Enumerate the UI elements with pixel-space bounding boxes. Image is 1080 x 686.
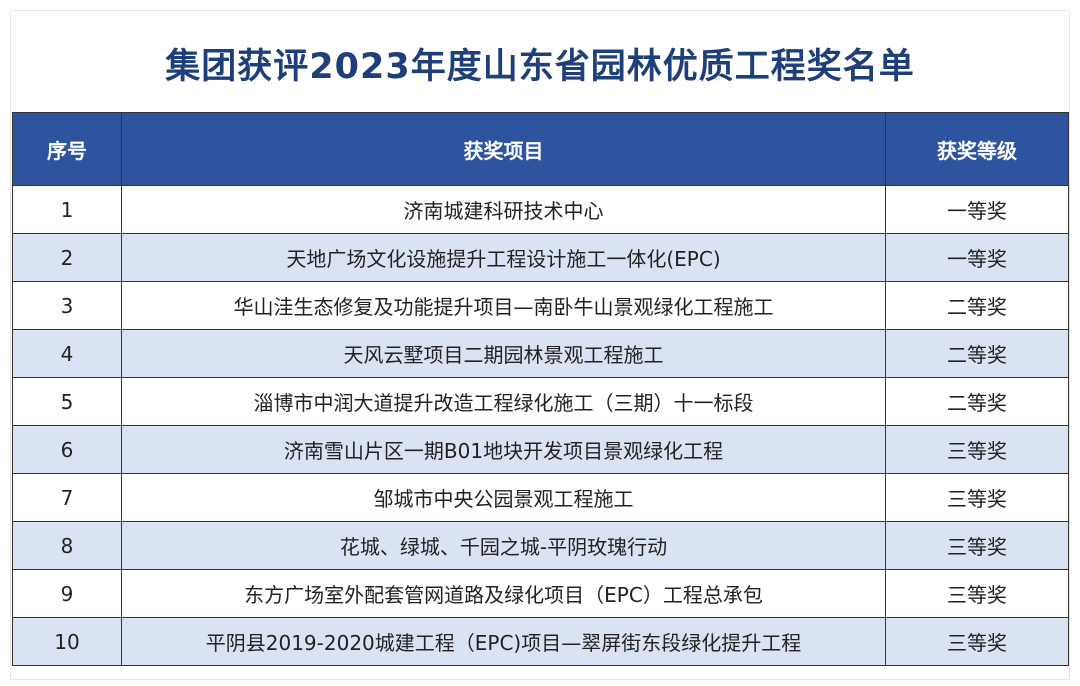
table-row: 6 济南雪山片区一期B01地块开发项目景观绿化工程 三等奖 [12, 425, 1069, 474]
cell-number: 10 [12, 617, 122, 666]
table-row: 5 淄博市中润大道提升改造工程绿化施工（三期）十一标段 二等奖 [12, 377, 1069, 426]
page-frame [10, 10, 1070, 680]
column-header-level: 获奖等级 [885, 112, 1069, 186]
cell-number: 4 [12, 329, 122, 378]
table-row: 8 花城、绿城、千园之城-平阴玫瑰行动 三等奖 [12, 521, 1069, 570]
cell-project: 华山洼生态修复及功能提升项目—南卧牛山景观绿化工程施工 [121, 281, 886, 330]
cell-level: 一等奖 [885, 185, 1069, 234]
cell-project: 邹城市中央公园景观工程施工 [121, 473, 886, 522]
table-row: 10 平阴县2019-2020城建工程（EPC)项目—翠屏街东段绿化提升工程 三等奖 [12, 617, 1069, 666]
page-title: 集团获评2023年度山东省园林优质工程奖名单 [165, 47, 915, 87]
cell-project: 东方广场室外配套管网道路及绿化项目（EPC）工程总承包 [121, 569, 886, 618]
table-row: 7 邹城市中央公园景观工程施工 三等奖 [12, 473, 1069, 522]
cell-number: 9 [12, 569, 122, 618]
table-header-row: 序号 获奖项目 获奖等级 [12, 112, 1069, 186]
cell-project: 花城、绿城、千园之城-平阴玫瑰行动 [121, 521, 886, 570]
cell-project: 天地广场文化设施提升工程设计施工一体化(EPC) [121, 233, 886, 282]
cell-level: 三等奖 [885, 617, 1069, 666]
table-row: 3 华山洼生态修复及功能提升项目—南卧牛山景观绿化工程施工 二等奖 [12, 281, 1069, 330]
cell-number: 7 [12, 473, 122, 522]
cell-project: 济南雪山片区一期B01地块开发项目景观绿化工程 [121, 425, 886, 474]
cell-project: 济南城建科研技术中心 [121, 185, 886, 234]
cell-level: 三等奖 [885, 521, 1069, 570]
cell-number: 2 [12, 233, 122, 282]
table-row: 2 天地广场文化设施提升工程设计施工一体化(EPC) 一等奖 [12, 233, 1069, 282]
cell-level: 一等奖 [885, 233, 1069, 282]
cell-project: 淄博市中润大道提升改造工程绿化施工（三期）十一标段 [121, 377, 886, 426]
table-row: 9 东方广场室外配套管网道路及绿化项目（EPC）工程总承包 三等奖 [12, 569, 1069, 618]
table-row: 1 济南城建科研技术中心 一等奖 [12, 185, 1069, 234]
cell-project: 平阴县2019-2020城建工程（EPC)项目—翠屏街东段绿化提升工程 [121, 617, 886, 666]
cell-level: 二等奖 [885, 281, 1069, 330]
cell-level: 二等奖 [885, 377, 1069, 426]
cell-level: 三等奖 [885, 473, 1069, 522]
cell-project: 天风云墅项目二期园林景观工程施工 [121, 329, 886, 378]
cell-number: 5 [12, 377, 122, 426]
cell-number: 1 [12, 185, 122, 234]
cell-level: 三等奖 [885, 569, 1069, 618]
cell-number: 6 [12, 425, 122, 474]
award-table: 序号 获奖项目 获奖等级 1 济南城建科研技术中心 一等奖 2 天地广场文化设施提升工程… [12, 112, 1069, 666]
cell-level: 二等奖 [885, 329, 1069, 378]
column-header-project: 获奖项目 [121, 112, 886, 186]
column-header-number: 序号 [12, 112, 122, 186]
cell-level: 三等奖 [885, 425, 1069, 474]
cell-number: 8 [12, 521, 122, 570]
cell-number: 3 [12, 281, 122, 330]
table-row: 4 天风云墅项目二期园林景观工程施工 二等奖 [12, 329, 1069, 378]
